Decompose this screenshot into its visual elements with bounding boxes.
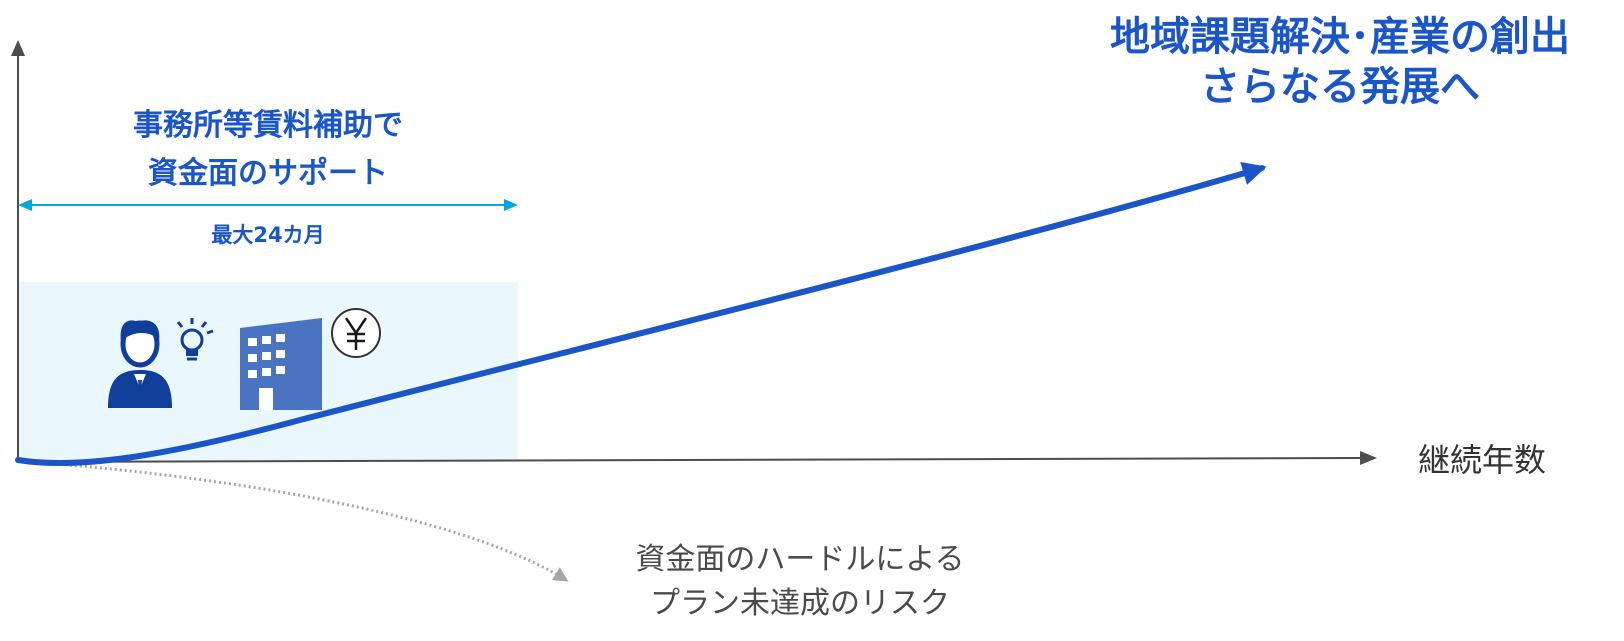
duration-label: 最大24カ月 [211,223,325,247]
goal-title: 地域課題解決･産業の創出 さらなる発展へ [1040,12,1624,112]
x-axis-label: 継続年数 [1418,441,1547,479]
duration-span-right-head [504,199,518,211]
risk-arrow [44,461,569,582]
risk-label-line2: プラン未達成のリスク [650,586,950,621]
support-title-line2: 資金面のサポート [148,156,388,191]
y-axis-arrowhead [11,40,25,56]
x-axis-arrowhead [1360,451,1377,465]
goal-title-line2: さらなる発展へ [1200,64,1480,110]
lightbulb-icon [176,318,214,361]
support-title-line1: 事務所等賃料補助で [133,108,403,143]
office-building-icon [240,318,322,410]
risk-label: 資金面のハードルによる プラン未達成のリスク [600,538,1000,626]
goal-title-line1: 地域課題解決･産業の創出 [1110,14,1570,60]
growth-curve [15,161,1267,466]
person-icon [108,320,172,408]
risk-label-line1: 資金面のハードルによる [635,542,965,577]
x-axis [17,457,1363,463]
duration-span-left-head [18,199,32,211]
yen-coin-icon [331,308,381,358]
support-title: 事務所等賃料補助で 資金面のサポート [18,102,518,198]
